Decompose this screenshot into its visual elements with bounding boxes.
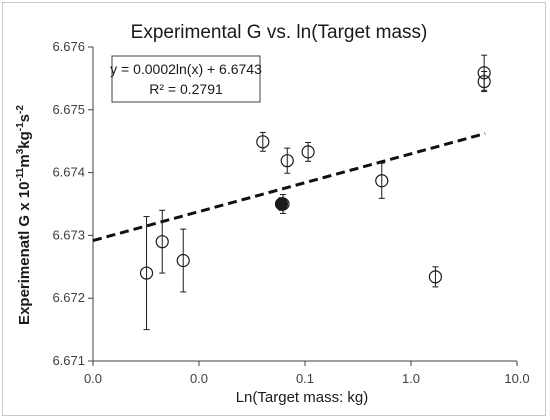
marker-circle (276, 197, 290, 211)
y-tick-label: 6.672 (52, 290, 85, 305)
axes (88, 46, 518, 366)
y-tick-label: 6.671 (52, 353, 85, 368)
x-tick-label: 0.0 (190, 371, 208, 386)
y-axis-label-unit-kg: kg (16, 131, 33, 149)
y-axis-label-exp4: -2 (15, 105, 26, 114)
data-point (280, 147, 294, 174)
trendline-group (92, 132, 486, 242)
data-points (139, 54, 491, 331)
y-axis-label-unit-m: m (16, 154, 33, 167)
data-point (139, 216, 154, 331)
marker-circle (375, 174, 389, 188)
x-tick-label: 1.0 (402, 371, 420, 386)
y-axis-label-unit-s: s (16, 114, 33, 122)
x-tick-labels: 0.0 0.0 0.1 1.0 10.0 (84, 371, 530, 386)
data-point (375, 162, 389, 199)
y-tick-label: 6.675 (52, 102, 85, 117)
data-point (155, 209, 169, 274)
chart-title: Experimental G vs. ln(Target mass) (131, 22, 428, 43)
marker-circle (256, 135, 270, 149)
equation-box: y = 0.0002ln(x) + 6.6743 R² = 0.2791 (110, 55, 262, 103)
y-axis-label-main: Experimenatl G x 10 (16, 182, 33, 325)
marker-circle (139, 266, 154, 280)
marker-circle (301, 145, 315, 159)
equation-box-frame (111, 55, 261, 103)
trendline-r-squared: R² = 0.2791 (149, 81, 223, 97)
marker-circle (280, 154, 294, 168)
y-axis-label-exp3: -1 (15, 122, 26, 131)
marker-circle (155, 235, 169, 249)
trendline (92, 132, 486, 242)
marker-circle (176, 253, 190, 268)
data-point (428, 266, 443, 288)
y-tick-label: 6.674 (52, 165, 85, 180)
marker-circle (477, 74, 491, 89)
y-tick-label: 6.676 (52, 39, 85, 54)
x-tick-label: 10.0 (504, 371, 529, 386)
x-tick-label: 0.1 (296, 371, 314, 386)
y-axis-label-exp1: -11 (15, 167, 26, 181)
y-tick-labels: 6.671 6.672 6.673 6.674 6.675 6.676 (52, 39, 85, 368)
x-axis-label: Ln(Target mass: kg) (236, 389, 369, 406)
data-point (176, 228, 190, 293)
y-axis-label: Experimenatl G x 10-11m3kg-1s-2 (15, 105, 33, 325)
data-point (477, 70, 491, 93)
data-point (301, 141, 315, 162)
marker-circle (428, 270, 443, 284)
trendline-equation: y = 0.0002ln(x) + 6.6743 (110, 61, 262, 77)
data-point (256, 131, 270, 152)
data-point (276, 194, 290, 214)
y-tick-label: 6.673 (52, 227, 85, 242)
y-axis-label-exp2: 3 (15, 148, 26, 154)
x-tick-label: 0.0 (84, 371, 102, 386)
